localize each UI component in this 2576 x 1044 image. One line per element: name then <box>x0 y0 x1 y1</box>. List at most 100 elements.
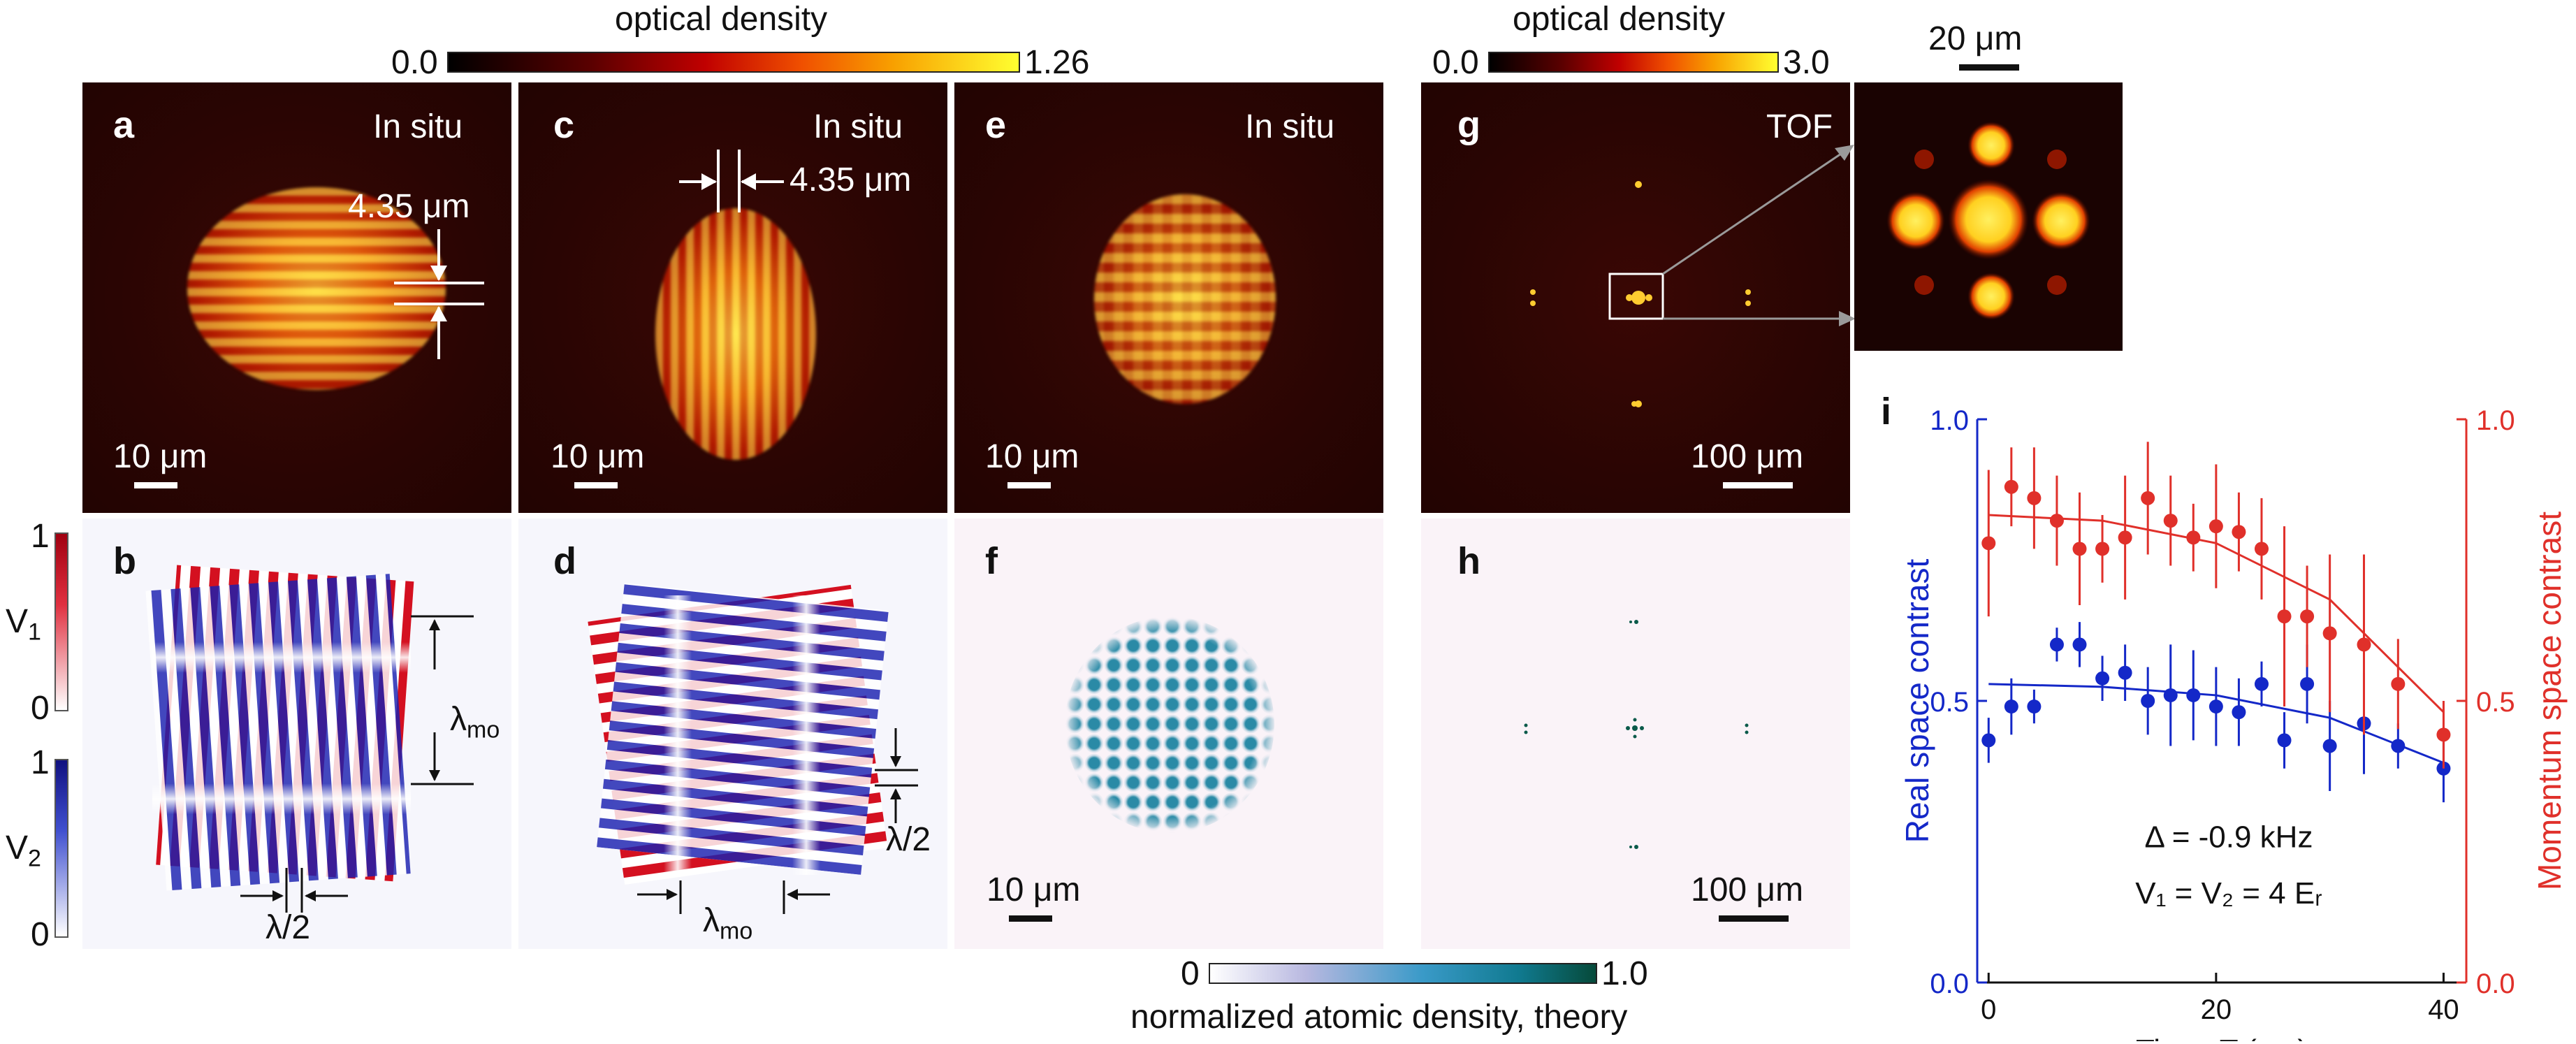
data-point <box>2186 530 2201 545</box>
x-tick-label: 0 <box>1981 994 1996 1025</box>
moire-lattice <box>145 565 474 913</box>
data-point <box>2118 530 2132 545</box>
panel-label: h <box>1457 540 1480 582</box>
panel-title: In situ <box>373 108 463 145</box>
y-tick-label-right: 0.5 <box>2476 687 2515 718</box>
v1-max: 1 <box>31 518 50 555</box>
data-point <box>2004 699 2018 714</box>
spacing-label: 4.35 μm <box>348 188 470 225</box>
data-point <box>2436 727 2451 742</box>
zoom-peaks <box>1886 122 2090 320</box>
scale-label: 10 μm <box>985 438 1079 475</box>
data-point <box>2277 733 2292 748</box>
panel-label: d <box>553 540 576 582</box>
tof-peaks <box>1530 181 1751 407</box>
moire-lattice <box>588 583 918 914</box>
panel-g: g TOF 100 μm <box>1421 82 1850 513</box>
data-point <box>2118 665 2132 680</box>
panel-h: h 100 μm <box>1421 519 1850 949</box>
data-point <box>2141 694 2155 708</box>
y-tick-label-left: 1.0 <box>1930 405 1969 436</box>
data-point <box>2049 514 2064 528</box>
colorbar-title: optical density <box>615 1 828 38</box>
data-point <box>2300 676 2315 691</box>
y-axis-label-left: Real space contrast <box>1899 559 1935 843</box>
colorbar-max: 1.0 <box>1601 955 1648 992</box>
x-tick-label: 40 <box>2428 994 2459 1025</box>
panel-e: e In situ 10 μm <box>954 82 1383 513</box>
data-point <box>2357 637 2371 652</box>
annotation-depth: V₁ = V₂ = 4 Eᵣ <box>2135 876 2322 911</box>
data-point <box>2141 491 2155 505</box>
zoom-scale-label: 20 μm <box>1928 20 2023 57</box>
theory-peaks <box>1524 620 1749 849</box>
atom-cloud <box>655 208 816 460</box>
data-point <box>2163 514 2178 528</box>
scale-label: 10 μm <box>551 438 645 475</box>
colorbar-max: 3.0 <box>1783 44 1830 81</box>
zoom-scale-bar <box>1959 64 2019 71</box>
data-point <box>2391 739 2406 753</box>
panel-label: e <box>985 104 1007 146</box>
x-axis-label: Time, T (ms) <box>2136 1034 2308 1041</box>
colorbar-gradient <box>447 52 1020 73</box>
y-tick-label-right: 0.0 <box>2476 969 2515 999</box>
y-tick-label-left: 0.5 <box>1930 687 1969 718</box>
zoom-panel <box>1854 82 2123 351</box>
scale-bar <box>1009 915 1052 922</box>
spacing-marker <box>394 229 484 359</box>
data-point <box>2322 626 2337 641</box>
colorbar-min: 0.0 <box>1432 44 1479 81</box>
scale-bar <box>1007 482 1051 488</box>
data-point <box>2027 491 2042 505</box>
theory-density <box>1065 616 1274 833</box>
data-point <box>2208 519 2223 534</box>
x-tick-label: 20 <box>2201 994 2232 1025</box>
panel-title: TOF <box>1766 108 1833 145</box>
panel-f: f 10 μm <box>954 519 1383 949</box>
data-point <box>2095 542 2110 556</box>
panel-label: g <box>1457 104 1480 146</box>
lambda-mo-label: λmo <box>703 902 753 945</box>
colorbar-max: 1.26 <box>1024 44 1090 81</box>
scale-label: 100 μm <box>1691 438 1804 475</box>
panel-d: d λ/2 λmo <box>518 519 947 949</box>
colorbar-title: normalized atomic density, theory <box>1130 999 1628 1036</box>
spacing-marker <box>679 150 784 212</box>
colorbar-min: 0 <box>1181 955 1200 992</box>
scale-label: 10 μm <box>987 871 1081 908</box>
atom-cloud <box>187 187 446 390</box>
atom-cloud <box>1094 194 1276 404</box>
panel-label: i <box>1881 391 1892 433</box>
contrast-chart: 0.0 0.0 0.5 0.5 1.0 1.0 0 20 40 Time, T (ms) Real … <box>1899 405 2568 1041</box>
data-point <box>2186 688 2201 702</box>
panel-label: f <box>985 540 998 582</box>
panel-title: In situ <box>1245 108 1335 145</box>
colorbar-title: optical density <box>1513 1 1726 38</box>
v2-gradient <box>54 759 68 938</box>
spacing-label: 4.35 μm <box>789 161 912 198</box>
v2-min: 0 <box>31 916 50 953</box>
v1-label: V1 <box>6 603 41 646</box>
data-point <box>2254 542 2269 556</box>
y-axis-label-right: Momentum space contrast <box>2531 512 2568 890</box>
scale-label: 10 μm <box>113 438 208 475</box>
y-tick-label-left: 0.0 <box>1930 969 1969 999</box>
v2-max: 1 <box>31 744 50 781</box>
colorbar-min: 0.0 <box>391 44 438 81</box>
data-point <box>2072 637 2087 652</box>
scale-bar <box>1723 482 1793 488</box>
colorbar-gradient <box>1488 52 1779 73</box>
scale-bar <box>574 482 618 488</box>
panel-label: c <box>553 104 575 146</box>
zoom-box <box>1608 273 1664 320</box>
colorbar-gradient <box>1209 963 1597 984</box>
panel-label: b <box>113 540 136 582</box>
scale-bar <box>1719 915 1789 922</box>
panel-label: a <box>113 104 135 146</box>
panel-c: c In situ 4.35 μm 10 μm <box>518 82 947 513</box>
scale-label: 100 μm <box>1691 871 1804 908</box>
panel-b: b λmo λ/2 <box>82 519 511 949</box>
v1-gradient <box>54 532 68 711</box>
v1-min: 0 <box>31 690 50 727</box>
